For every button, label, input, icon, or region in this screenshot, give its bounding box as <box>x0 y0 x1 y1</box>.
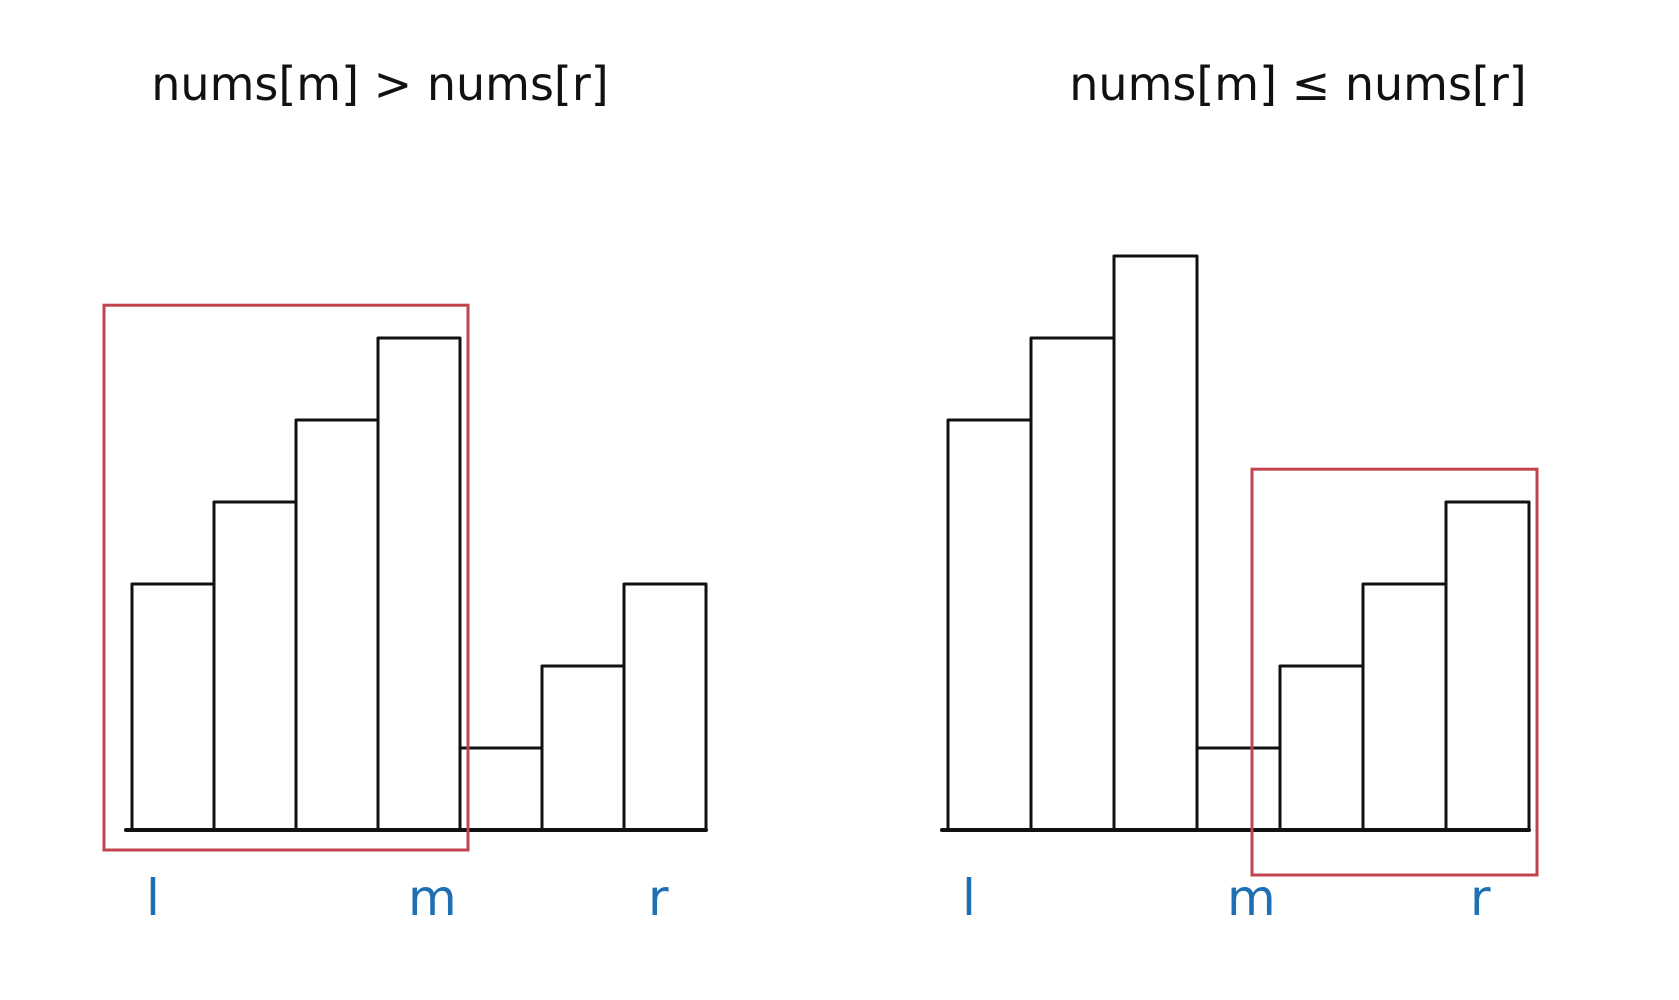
bars-left <box>130 336 708 832</box>
bar-left-3 <box>376 336 462 832</box>
panel-left: nums[m] > nums[r] l m r <box>102 57 708 927</box>
bar-right-6 <box>1444 500 1531 832</box>
bar-right-3 <box>1195 746 1282 832</box>
panel-right: nums[m] ≤ nums[r] l m r <box>940 57 1539 927</box>
bar-right-0 <box>946 418 1033 832</box>
bar-left-4 <box>458 746 544 832</box>
marker-m-right: m <box>1227 869 1276 927</box>
marker-r-left: r <box>648 869 669 927</box>
bar-right-1 <box>1029 336 1116 832</box>
caption-left: nums[m] > nums[r] <box>151 57 608 111</box>
bar-left-6 <box>622 582 708 832</box>
bar-right-5 <box>1361 582 1448 832</box>
marker-m-left: m <box>408 869 457 927</box>
bar-left-5 <box>540 664 626 832</box>
marker-l-left: l <box>146 869 160 927</box>
caption-right: nums[m] ≤ nums[r] <box>1069 57 1526 111</box>
index-markers-right: l m r <box>962 869 1491 927</box>
bar-left-1 <box>212 500 298 832</box>
bar-right-2 <box>1112 254 1199 832</box>
bar-right-4 <box>1278 664 1365 832</box>
marker-r-right: r <box>1470 869 1491 927</box>
bar-left-0 <box>130 582 216 832</box>
marker-l-right: l <box>962 869 976 927</box>
highlight-box-left <box>102 303 470 852</box>
bars-right <box>946 254 1531 832</box>
index-markers-left: l m r <box>146 869 669 927</box>
highlight-box-right <box>1250 467 1539 877</box>
bar-left-2 <box>294 418 380 832</box>
